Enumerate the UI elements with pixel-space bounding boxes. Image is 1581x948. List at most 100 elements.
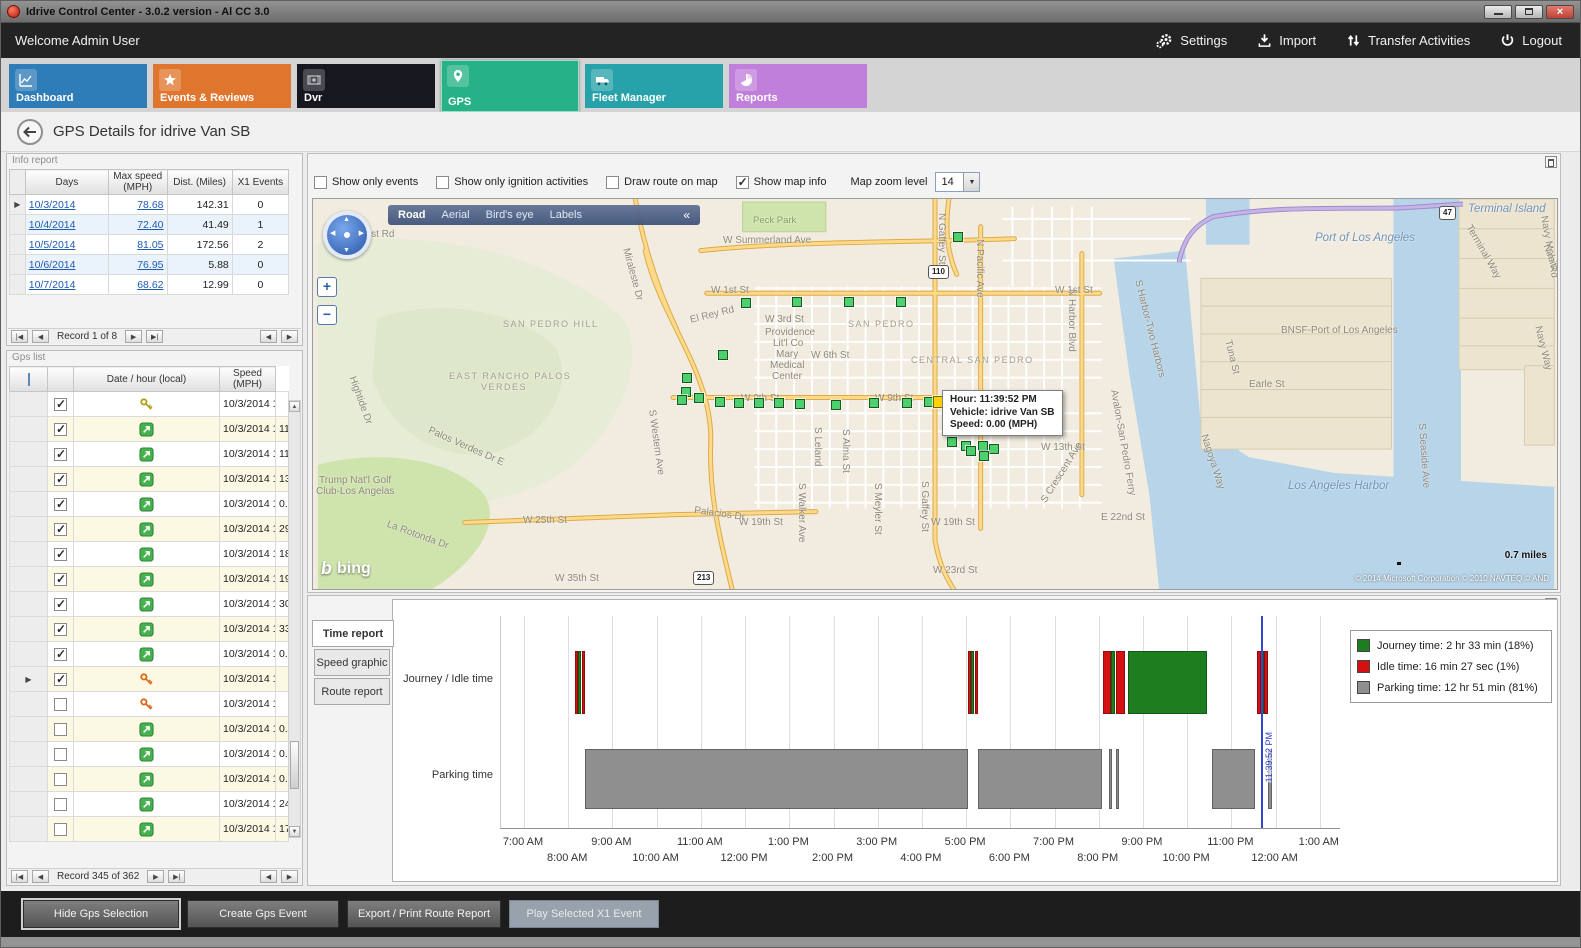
hide-gps-selection-button[interactable]: Hide Gps Selection (23, 900, 179, 928)
map-zoom-in-button[interactable]: + (317, 277, 337, 297)
gps-row-checkbox[interactable] (54, 572, 67, 586)
column-header-max-speed[interactable]: Max speed (MPH) (108, 169, 168, 195)
gps-row[interactable]: ▶ 10/3/2014 11:40:15 PM (9, 666, 289, 692)
gps-row-checkbox[interactable] (54, 722, 67, 736)
gps-row-checkbox[interactable] (54, 497, 67, 511)
logout-button[interactable]: Logout (1500, 33, 1562, 48)
route-point-marker[interactable] (741, 298, 751, 308)
scroll-right-button[interactable]: ▶ (281, 330, 298, 343)
max-speed-link[interactable]: 81.05 (137, 238, 164, 251)
info-report-row[interactable]: 10/5/2014 81.05 172.56 2 (9, 234, 290, 255)
map-style-labels[interactable]: Labels (549, 209, 582, 221)
tab-events-reviews[interactable]: Events & Reviews (153, 64, 291, 108)
column-header-x1-events[interactable]: X1 Events (231, 169, 290, 195)
tab-gps[interactable]: GPS (441, 60, 579, 112)
day-link[interactable]: 10/4/2014 (28, 218, 76, 231)
gps-row[interactable]: 10/3/2014 11:38:22 PM19.70 (9, 566, 289, 592)
day-link[interactable]: 10/7/2014 (28, 278, 76, 291)
scroll-left-button[interactable]: ◀ (260, 330, 277, 343)
gps-row-checkbox[interactable] (54, 797, 67, 811)
max-speed-link[interactable]: 78.68 (137, 198, 164, 211)
gps-row-checkbox[interactable] (54, 547, 67, 561)
maximize-button[interactable] (1515, 4, 1543, 19)
max-speed-link[interactable]: 68.62 (137, 278, 164, 291)
info-report-row[interactable]: 10/6/2014 76.95 5.88 0 (9, 254, 290, 275)
select-all-header[interactable] (9, 366, 48, 392)
route-point-marker[interactable] (774, 398, 784, 408)
gps-row-checkbox[interactable] (54, 772, 67, 786)
gps-row-checkbox[interactable] (54, 647, 67, 661)
collapse-map-toolbar-button[interactable]: « (683, 208, 690, 222)
pan-west-arrow[interactable]: ◀ (330, 230, 336, 237)
first-record-button[interactable]: |◀ (11, 330, 28, 343)
select-all-checkbox[interactable] (27, 372, 30, 386)
gps-row[interactable]: 10/3/2014 11:34:52 PM (9, 391, 289, 417)
map-zoom-out-button[interactable]: − (317, 305, 337, 325)
route-point-marker[interactable] (715, 397, 725, 407)
gps-row-checkbox[interactable] (54, 422, 67, 436)
column-header-days[interactable]: Days (24, 169, 110, 195)
transfer-activities-button[interactable]: Transfer Activities (1346, 33, 1470, 48)
info-report-row[interactable]: 10/7/2014 68.62 12.99 0 (9, 274, 290, 295)
gps-row-checkbox[interactable] (54, 597, 67, 611)
collapse-map-panel-button[interactable] (1545, 156, 1557, 168)
back-button[interactable] (17, 118, 43, 145)
day-link[interactable]: 10/6/2014 (28, 258, 76, 271)
column-header-distance[interactable]: Dist. (Miles) (166, 169, 233, 195)
tab-time-report[interactable]: Time report (312, 620, 394, 647)
scroll-down-arrow[interactable]: ▼ (289, 826, 300, 837)
route-point-marker[interactable] (718, 350, 728, 360)
previous-record-button[interactable]: ◀ (32, 870, 49, 883)
day-link[interactable]: 10/5/2014 (28, 238, 76, 251)
route-point-marker[interactable] (792, 297, 802, 307)
gps-row[interactable]: 10/3/2014 11:36:52 PM0.00 (9, 491, 289, 517)
gps-row[interactable]: 10/3/2014 11:36:22 PM13.28 (9, 466, 289, 492)
route-point-marker[interactable] (694, 393, 704, 403)
gps-row[interactable]: 10/3/2014 11:46:20 PM17.93 (9, 816, 289, 842)
route-point-marker[interactable] (831, 400, 841, 410)
route-point-marker[interactable] (947, 437, 957, 447)
last-record-button[interactable]: ▶| (146, 330, 164, 343)
gps-row-checkbox[interactable] (54, 822, 67, 836)
pan-east-arrow[interactable]: ▶ (358, 230, 364, 237)
map-style-road[interactable]: Road (398, 209, 426, 221)
route-point-marker[interactable] (682, 373, 692, 383)
gps-list-scrollbar[interactable]: ▲ ▼ (288, 400, 301, 838)
gps-row-checkbox[interactable] (54, 622, 67, 636)
checkbox-box[interactable] (314, 175, 327, 189)
route-point-marker[interactable] (989, 444, 999, 454)
scroll-left-button[interactable]: ◀ (260, 870, 277, 883)
tab-dvr[interactable]: Dvr (297, 64, 435, 108)
tab-dashboard[interactable]: Dashboard (9, 64, 147, 108)
tab-speed-graphic[interactable]: Speed graphic (314, 649, 390, 676)
route-point-marker[interactable] (869, 398, 879, 408)
gps-row-checkbox[interactable] (54, 397, 67, 411)
bing-map[interactable]: Peck Park W Summerland Ave Crest Rd Mirales… (312, 198, 1558, 590)
next-record-button[interactable]: ▶ (125, 330, 143, 343)
scroll-up-arrow[interactable]: ▲ (289, 401, 300, 412)
show-map-info-checkbox[interactable]: Show map info (735, 175, 826, 189)
gps-row[interactable]: 10/3/2014 11:45:50 PM24.75 (9, 791, 289, 817)
checkbox-box[interactable] (735, 175, 749, 189)
route-point-marker[interactable] (734, 398, 744, 408)
pan-south-arrow[interactable]: ▼ (343, 247, 350, 254)
show-only-ignition-activities-checkbox[interactable]: Show only ignition activities (436, 175, 588, 189)
minimize-button[interactable] (1484, 4, 1512, 19)
max-speed-link[interactable]: 72.40 (137, 218, 164, 231)
gps-row-checkbox[interactable] (54, 447, 67, 461)
map-zoom-level-select[interactable]: 14 ▼ (935, 172, 981, 192)
play-selected-x1-event-button[interactable]: Play Selected X1 Event (509, 900, 659, 928)
max-speed-link[interactable]: 76.95 (137, 258, 164, 271)
info-report-row[interactable]: ▶ 10/3/2014 78.68 142.31 0 (9, 194, 290, 215)
gps-row[interactable]: 10/3/2014 11:45:20 PM0.00 (9, 766, 289, 792)
gps-row[interactable]: 10/3/2014 11:39:22 PM33.21 (9, 616, 289, 642)
tab-fleet-manager[interactable]: Fleet Manager (585, 64, 723, 108)
gps-row[interactable]: 10/3/2014 11:38:52 PM30.55 (9, 591, 289, 617)
gps-row-checkbox[interactable] (54, 472, 67, 486)
close-button[interactable]: × (1546, 4, 1574, 19)
checkbox-box[interactable] (606, 175, 620, 189)
show-only-events-checkbox[interactable]: Show only events (314, 175, 418, 189)
route-point-marker[interactable] (966, 446, 976, 456)
checkbox-box[interactable] (436, 175, 450, 189)
